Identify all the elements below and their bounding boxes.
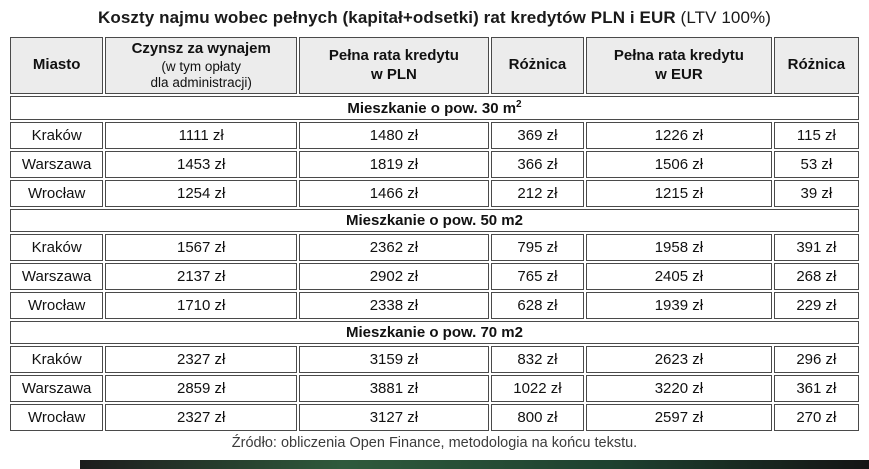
city-cell: Wrocław	[10, 180, 104, 208]
value-cell: 369 zł	[490, 122, 585, 150]
value-cell: 3127 zł	[299, 404, 489, 432]
value-cell: 3220 zł	[586, 375, 772, 403]
city-cell: Kraków	[10, 346, 104, 374]
value-cell: 115 zł	[773, 122, 859, 150]
value-cell: 765 zł	[490, 263, 585, 291]
section-row: Mieszkanie o pow. 70 m2	[10, 321, 859, 345]
header-czynsz-sub1: (w tym opłaty	[161, 58, 241, 74]
source-note: Źródło: obliczenia Open Finance, metodol…	[231, 435, 638, 452]
header-roznica-pln-label: Różnica	[508, 56, 567, 74]
value-cell: 2137 zł	[105, 263, 298, 291]
value-cell: 1466 zł	[299, 180, 489, 208]
value-cell: 1254 zł	[105, 180, 298, 208]
section-label: Mieszkanie o pow. 30 m2	[10, 96, 859, 121]
header-rata-eur: Pełna rata kredytu w EUR	[586, 37, 772, 95]
value-cell: 2338 zł	[299, 292, 489, 320]
bottom-decorative-bar	[80, 460, 869, 469]
value-cell: 1215 zł	[586, 180, 772, 208]
header-czynsz-sub2: dla administracji)	[150, 74, 252, 90]
header-roznica-pln: Różnica	[490, 37, 585, 95]
value-cell: 391 zł	[773, 234, 859, 262]
city-cell: Wrocław	[10, 292, 104, 320]
value-cell: 1939 zł	[586, 292, 772, 320]
data-row: Warszawa 2859 zł 3881 zł 1022 zł 3220 zł 361 …	[10, 375, 859, 403]
value-cell: 1480 zł	[299, 122, 489, 150]
value-cell: 2362 zł	[299, 234, 489, 262]
value-cell: 800 zł	[490, 404, 585, 432]
data-row: Kraków 2327 zł 3159 zł 832 zł 2623 zł 296 zł	[10, 346, 859, 374]
value-cell: 3159 zł	[299, 346, 489, 374]
value-cell: 229 zł	[773, 292, 859, 320]
data-row: Wrocław 1254 zł 1466 zł 212 zł 1215 zł 39 zł	[10, 180, 859, 208]
value-cell: 832 zł	[490, 346, 585, 374]
value-cell: 212 zł	[490, 180, 585, 208]
page-title-main: Koszty najmu wobec pełnych (kapitał+odse…	[97, 8, 676, 27]
value-cell: 3881 zł	[299, 375, 489, 403]
data-row: Warszawa 2137 zł 2902 zł 765 zł 2405 zł 268 z…	[10, 263, 859, 291]
city-cell: Warszawa	[10, 375, 104, 403]
header-row: Miasto Czynsz za wynajem (w tym opłaty d…	[10, 37, 859, 95]
header-roznica-eur-label: Różnica	[787, 56, 846, 74]
value-cell: 361 zł	[773, 375, 859, 403]
section-row: Mieszkanie o pow. 30 m2	[10, 96, 859, 121]
city-cell: Wrocław	[10, 404, 104, 432]
data-row: Wrocław 1710 zł 2338 zł 628 zł 1939 zł 229 zł	[10, 292, 859, 320]
header-czynsz: Czynsz za wynajem (w tym opłaty dla admi…	[105, 37, 298, 95]
data-row: Warszawa 1453 zł 1819 zł 366 zł 1506 zł 53 zł	[10, 151, 859, 179]
section-row: Mieszkanie o pow. 50 m2	[10, 209, 859, 233]
header-miasto: Miasto	[10, 37, 104, 95]
value-cell: 366 zł	[490, 151, 585, 179]
value-cell: 1710 zł	[105, 292, 298, 320]
header-czynsz-label: Czynsz za wynajem	[131, 40, 271, 57]
data-row: Kraków 1567 zł 2362 zł 795 zł 1958 zł 391 zł	[10, 234, 859, 262]
value-cell: 1022 zł	[490, 375, 585, 403]
page-title-suffix: (LTV 100%)	[675, 8, 771, 27]
data-row: Wrocław 2327 zł 3127 zł 800 zł 2597 zł 270 zł	[10, 404, 859, 432]
value-cell: 1453 zł	[105, 151, 298, 179]
rent-vs-loan-table: Miasto Czynsz za wynajem (w tym opłaty d…	[8, 35, 861, 433]
data-row: Kraków 1111 zł 1480 zł 369 zł 1226 zł 115 zł	[10, 122, 859, 150]
header-rata-pln: Pełna rata kredytu w PLN	[299, 37, 489, 95]
value-cell: 1819 zł	[299, 151, 489, 179]
value-cell: 795 zł	[490, 234, 585, 262]
value-cell: 53 zł	[773, 151, 859, 179]
value-cell: 1506 zł	[586, 151, 772, 179]
header-miasto-label: Miasto	[32, 56, 81, 74]
value-cell: 2859 zł	[105, 375, 298, 403]
value-cell: 2597 zł	[586, 404, 772, 432]
section-label: Mieszkanie o pow. 70 m2	[10, 321, 859, 345]
header-rata-eur-line2: w EUR	[655, 65, 703, 83]
value-cell: 2902 zł	[299, 263, 489, 291]
value-cell: 628 zł	[490, 292, 585, 320]
value-cell: 1567 zł	[105, 234, 298, 262]
header-rata-pln-line2: w PLN	[370, 65, 417, 83]
page-title: Koszty najmu wobec pełnych (kapitał+odse…	[0, 0, 869, 28]
city-cell: Warszawa	[10, 151, 104, 179]
city-cell: Kraków	[10, 122, 104, 150]
value-cell: 270 zł	[773, 404, 859, 432]
header-rata-eur-line1: Pełna rata kredytu	[613, 46, 744, 64]
value-cell: 1226 zł	[586, 122, 772, 150]
value-cell: 1111 zł	[105, 122, 298, 150]
value-cell: 2327 zł	[105, 346, 298, 374]
header-roznica-eur: Różnica	[773, 37, 859, 95]
table-body: Mieszkanie o pow. 30 m2 Kraków 1111 zł 1480…	[10, 96, 859, 432]
header-rata-pln-line1: Pełna rata kredytu	[328, 46, 459, 64]
value-cell: 2623 zł	[586, 346, 772, 374]
value-cell: 39 zł	[773, 180, 859, 208]
value-cell: 1958 zł	[586, 234, 772, 262]
value-cell: 268 zł	[773, 263, 859, 291]
city-cell: Kraków	[10, 234, 104, 262]
section-label: Mieszkanie o pow. 50 m2	[10, 209, 859, 233]
city-cell: Warszawa	[10, 263, 104, 291]
value-cell: 2327 zł	[105, 404, 298, 432]
value-cell: 296 zł	[773, 346, 859, 374]
value-cell: 2405 zł	[586, 263, 772, 291]
